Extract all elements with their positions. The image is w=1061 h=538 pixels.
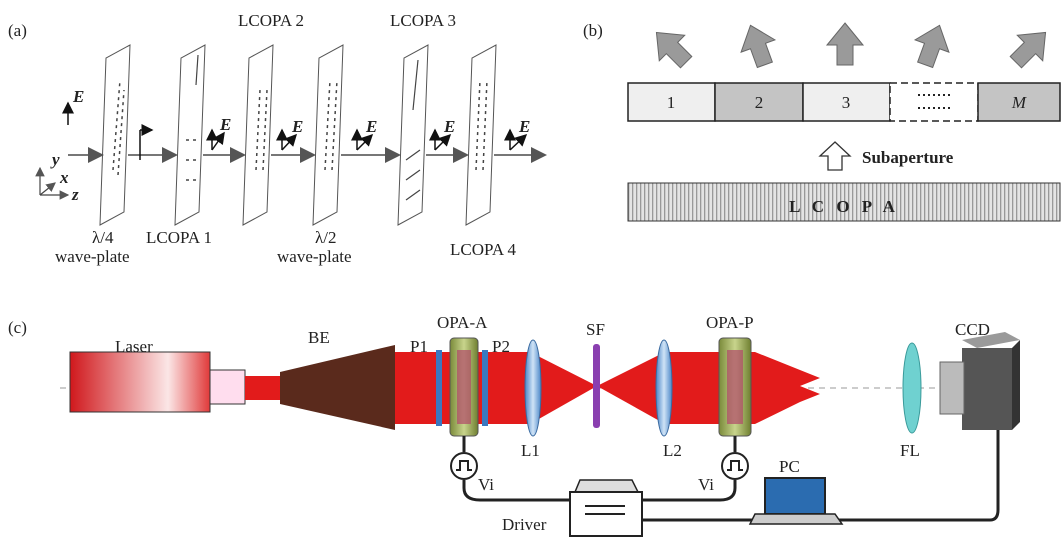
panel-a: (a) E E E E E E <box>8 11 545 266</box>
field-label: E <box>443 117 455 136</box>
polarizer <box>436 350 442 426</box>
steer-arrows <box>644 19 1059 75</box>
component-label: P2 <box>492 337 510 356</box>
laser-head <box>210 370 245 404</box>
field-label: E <box>518 117 530 136</box>
component-label: L1 <box>521 441 540 460</box>
plate-label: wave-plate <box>277 247 352 266</box>
plate-label: λ/2 <box>315 228 336 247</box>
opa-core <box>457 350 471 424</box>
camera <box>940 332 1020 430</box>
plate <box>466 45 496 225</box>
opa-core <box>727 350 743 424</box>
voltage-label: Vi <box>698 475 714 494</box>
lens <box>525 340 541 436</box>
lens <box>903 343 921 433</box>
laser <box>70 352 210 412</box>
field-label: E <box>219 115 231 134</box>
component-label: Driver <box>502 515 547 534</box>
figure: (a) E E E E E E <box>0 0 1061 538</box>
field-label: E <box>291 117 303 136</box>
component-label: PC <box>779 457 800 476</box>
plate <box>313 45 343 225</box>
beam-expander <box>280 345 395 430</box>
lens <box>656 340 672 436</box>
component-label: BE <box>308 328 330 347</box>
plate-label: LCOPA 2 <box>238 11 304 30</box>
plate-label: wave-plate <box>55 247 130 266</box>
plate <box>398 45 428 225</box>
plate-label: λ/4 <box>92 228 114 247</box>
plate-label: LCOPA 3 <box>390 11 456 30</box>
beam <box>597 352 665 424</box>
up-arrow <box>820 142 850 170</box>
device-label: L C O P A <box>789 197 899 216</box>
component-label: OPA-A <box>437 313 488 332</box>
component-label: Laser <box>115 337 153 356</box>
beam <box>245 376 285 400</box>
component-label: FL <box>900 441 920 460</box>
plate-label: LCOPA 1 <box>146 228 212 247</box>
component-label: OPA-P <box>706 313 754 332</box>
pc <box>750 478 842 524</box>
field-label: E <box>72 87 84 106</box>
wire <box>640 480 735 500</box>
axis-label: z <box>71 185 79 204</box>
subaperture-label: M <box>1011 93 1027 112</box>
axis-label: y <box>50 150 60 169</box>
field-label: E <box>365 117 377 136</box>
subaperture-label: 3 <box>842 93 851 112</box>
panel-label: (b) <box>583 21 603 40</box>
panel-b: (b) 1 2 3 M Subaperture L C O P A <box>583 19 1060 221</box>
panel-label: (a) <box>8 21 27 40</box>
annotation: Subaperture <box>862 148 954 167</box>
polarizer <box>482 350 488 426</box>
driver <box>570 480 642 536</box>
voltage-label: Vi <box>478 475 494 494</box>
component-label: L2 <box>663 441 682 460</box>
axis-label: x <box>59 168 69 187</box>
subaperture-label: 1 <box>667 93 676 112</box>
component-label: SF <box>586 320 605 339</box>
panel-c: (c) Laser BE OPA-A P1 P2 SF <box>8 313 1020 536</box>
subaperture-label: 2 <box>755 93 764 112</box>
component-label: P1 <box>410 337 428 356</box>
component-label: CCD <box>955 320 990 339</box>
subaperture-gap <box>890 83 978 121</box>
spatial-filter <box>593 344 600 428</box>
panel-label: (c) <box>8 318 27 337</box>
plate <box>175 45 205 225</box>
plate-label: LCOPA 4 <box>450 240 516 259</box>
